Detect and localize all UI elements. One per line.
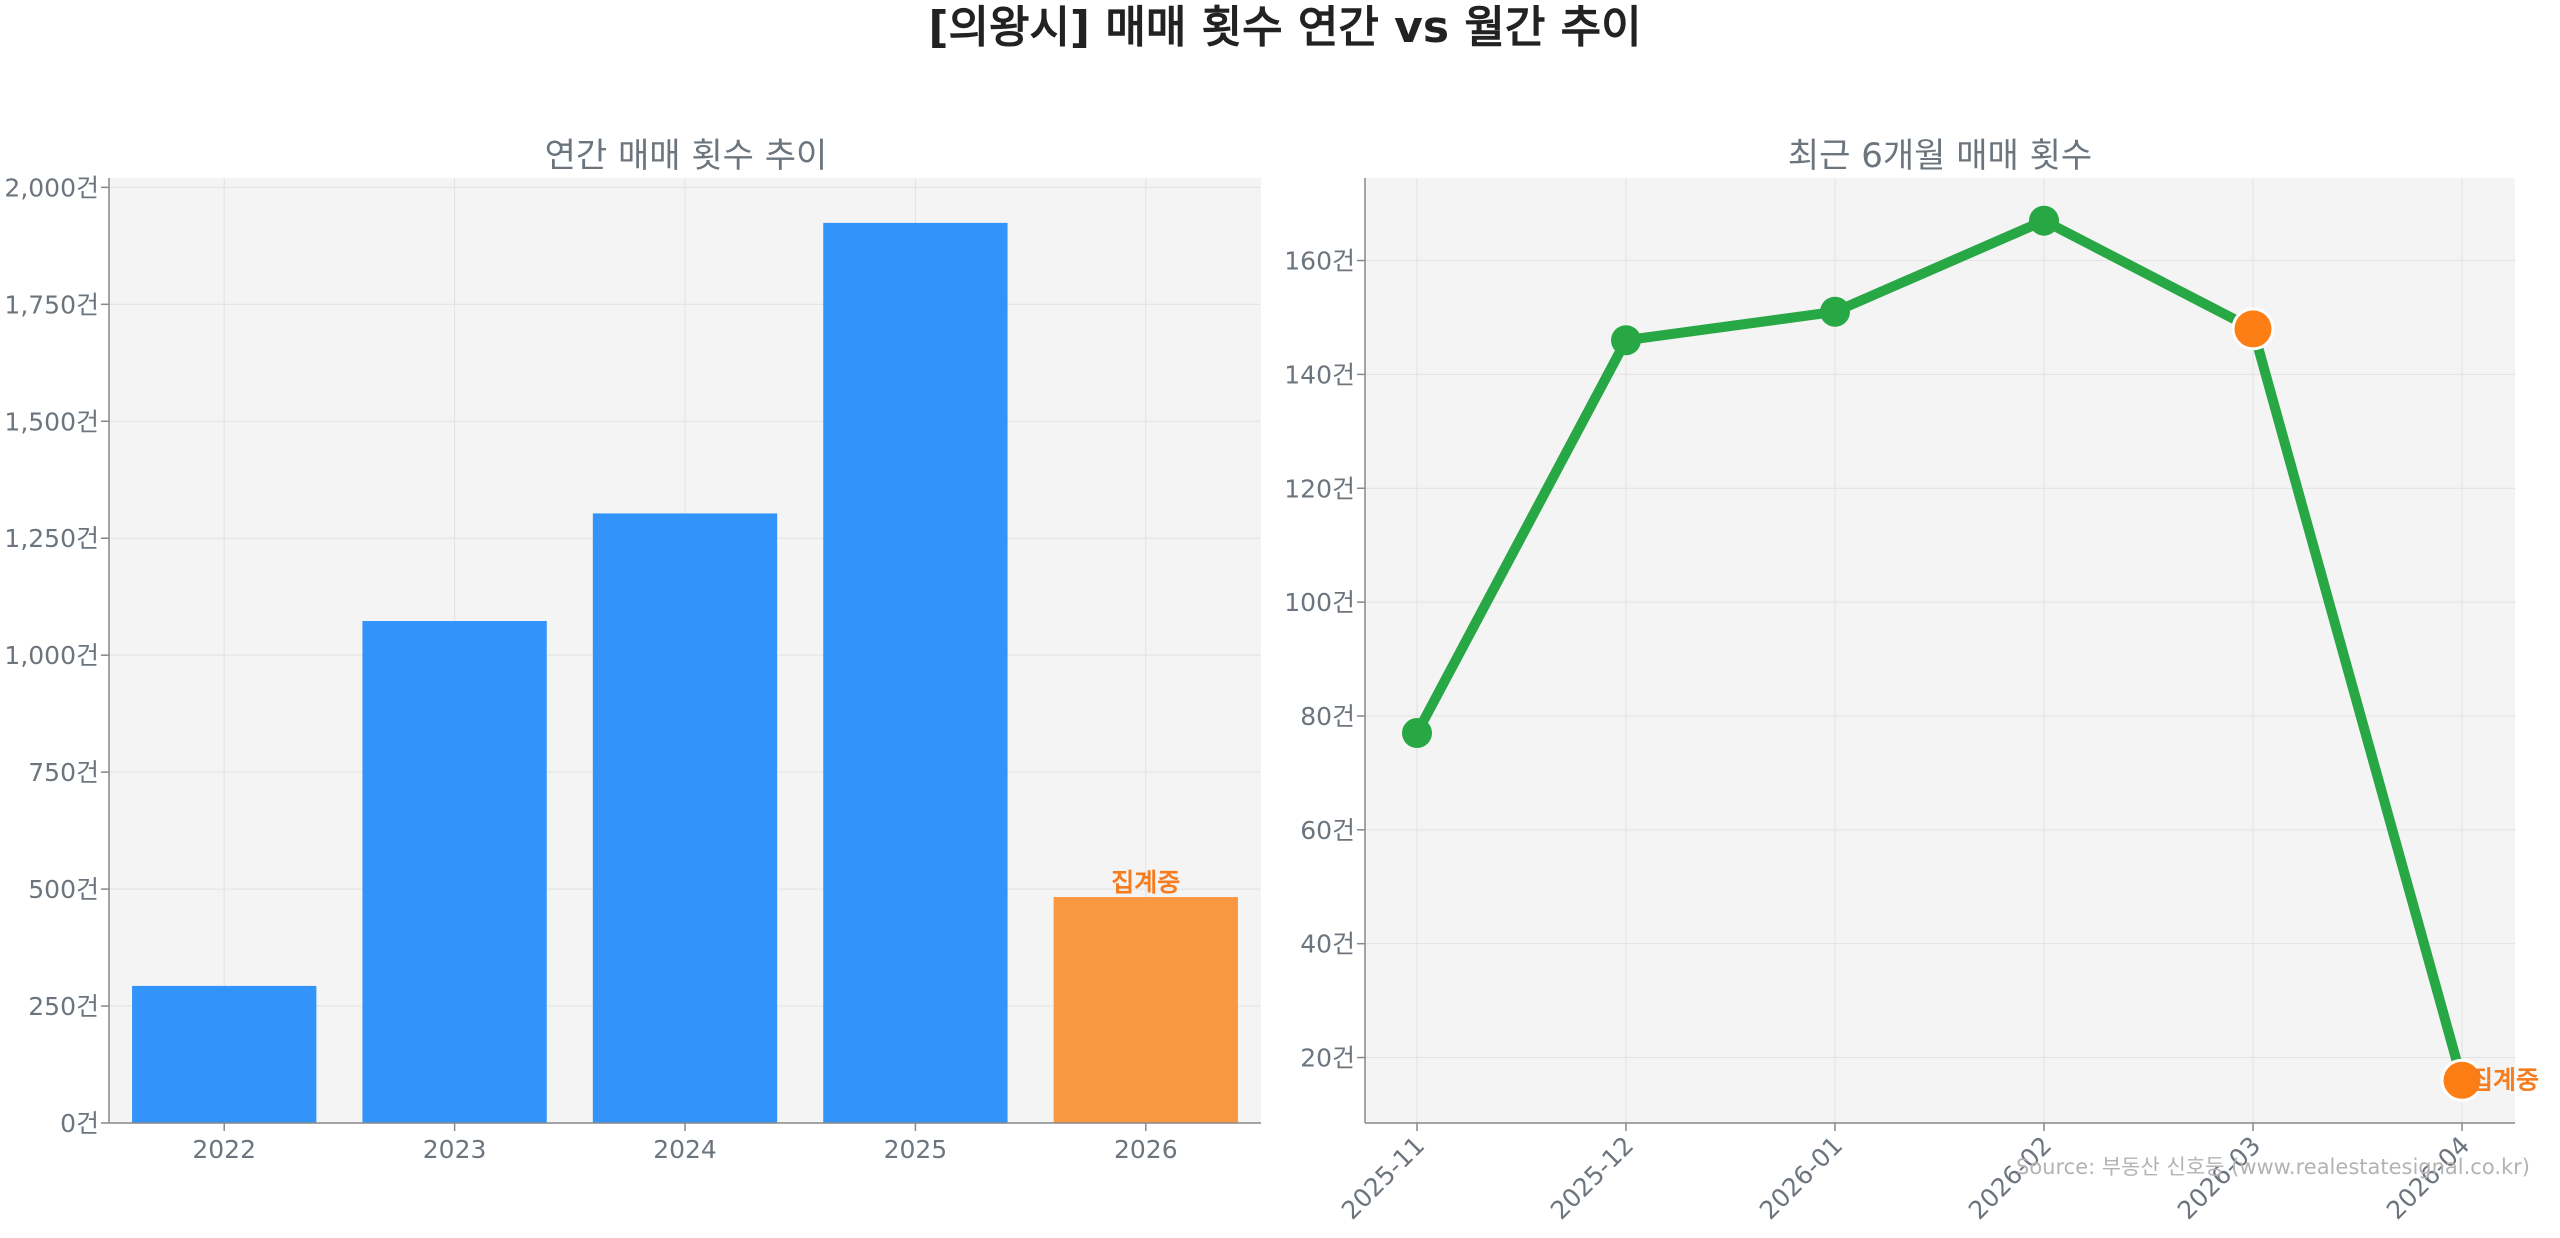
annual-bar — [132, 985, 317, 1123]
annual-bars: 집계중 — [132, 222, 1238, 1123]
monthly-ytick-label: 20건 — [1300, 1044, 1355, 1073]
monthly-plot-area — [1365, 178, 2515, 1123]
figure-title: [의왕시] 매매 횟수 연간 vs 월간 추이 — [928, 2, 1641, 53]
annual-bar — [823, 222, 1008, 1123]
monthly-ytick-label: 140건 — [1284, 360, 1355, 389]
monthly-point — [1402, 718, 1432, 749]
annual-xtick-label: 2022 — [192, 1135, 256, 1164]
annual-xtick-label: 2025 — [884, 1135, 948, 1164]
monthly-pending-label: 집계중 — [2470, 1065, 2539, 1094]
monthly-point-pending — [2231, 307, 2275, 351]
monthly-point-pending — [2440, 1058, 2484, 1102]
annual-xtick-label: 2026 — [1114, 1135, 1178, 1164]
annual-pending-label: 집계중 — [1111, 868, 1180, 897]
monthly-ytick-label: 120건 — [1284, 474, 1355, 503]
annual-ytick-label: 0건 — [60, 1109, 99, 1138]
annual-ytick-label: 1,000건 — [4, 641, 99, 670]
monthly-point — [2029, 205, 2059, 236]
annual-ytick-label: 500건 — [28, 875, 99, 904]
monthly-ytick-label: 100건 — [1284, 588, 1355, 617]
monthly-ytick-label: 40건 — [1300, 930, 1355, 959]
annual-xtick-label: 2024 — [653, 1135, 717, 1164]
monthly-point — [1820, 296, 1850, 327]
annual-ytick-label: 1,500건 — [4, 407, 99, 436]
monthly-chart-title: 최근 6개월 매매 횟수 — [1788, 136, 2092, 176]
monthly-xtick-label: 2026-01 — [1754, 1131, 1848, 1225]
annual-ytick-label: 250건 — [28, 992, 99, 1021]
annual-ytick-label: 750건 — [28, 758, 99, 787]
source-credit: Source: 부동산 신호등 (www.realestatesignal.co… — [2016, 1155, 2530, 1179]
annual-bar — [362, 621, 547, 1123]
annual-chart-title: 연간 매매 횟수 추이 — [545, 136, 828, 176]
annual-xtick-label: 2023 — [423, 1135, 487, 1164]
monthly-point — [1611, 325, 1641, 356]
annual-bar-pending — [1053, 897, 1238, 1123]
monthly-grid — [1365, 178, 2515, 1123]
annual-ytick-label: 2,000건 — [4, 173, 99, 202]
monthly-ytick-label: 80건 — [1300, 702, 1355, 731]
monthly-xtick-label: 2025-11 — [1336, 1131, 1430, 1225]
monthly-chart-panel: 집계중 20건 40건 60건 80건 100건 120건 140건 160건 2025-11 2… — [1284, 136, 2539, 1225]
annual-ytick-label: 1,250건 — [4, 524, 99, 553]
annual-ytick-label: 1,750건 — [4, 290, 99, 319]
monthly-ytick-label: 60건 — [1300, 816, 1355, 845]
monthly-series-line — [1412, 215, 2467, 1086]
monthly-xtick-label: 2025-12 — [1545, 1131, 1639, 1225]
annual-chart-panel: 집계중 0건 250건 500건 750건 1,000건 1,250건 1,500건 1,75… — [4, 136, 1261, 1164]
annual-axes: 0건 250건 500건 750건 1,000건 1,250건 1,500건 1,750건 2,… — [4, 173, 1261, 1164]
monthly-ytick-label: 160건 — [1284, 247, 1355, 276]
monthly-series: 집계중 — [1402, 205, 2539, 1102]
annual-bar — [592, 513, 778, 1123]
